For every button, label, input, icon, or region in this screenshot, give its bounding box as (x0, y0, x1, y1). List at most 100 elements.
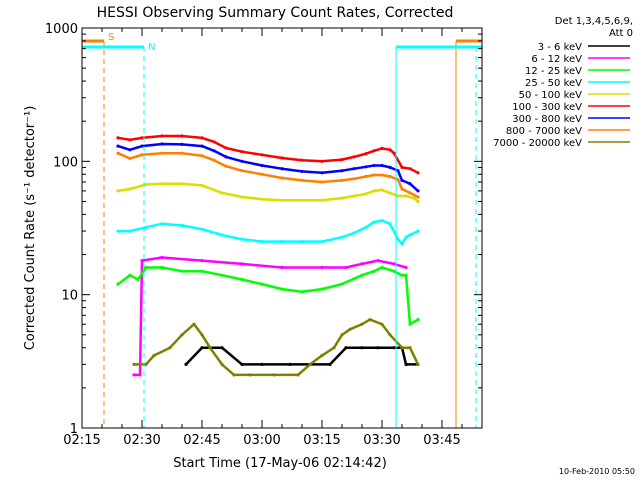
data-point (400, 242, 404, 246)
data-point (392, 269, 396, 273)
data-point (128, 138, 132, 142)
data-point (260, 362, 264, 366)
data-point (400, 187, 404, 191)
data-point (260, 240, 264, 244)
data-point (224, 155, 228, 159)
data-point (220, 346, 224, 350)
data-point (404, 194, 408, 198)
data-point (352, 231, 356, 235)
data-point (208, 346, 212, 350)
data-point (180, 333, 184, 337)
series-layer (116, 134, 420, 377)
data-point (144, 225, 148, 229)
data-point (360, 346, 364, 350)
data-point (200, 136, 204, 140)
data-point (404, 362, 408, 366)
data-point (300, 240, 304, 244)
data-point (372, 149, 376, 153)
data-point (116, 144, 120, 148)
data-point (200, 333, 204, 337)
data-point (116, 136, 120, 140)
data-point (340, 282, 344, 286)
data-point (360, 262, 364, 266)
data-point (388, 191, 392, 195)
data-point (180, 151, 184, 155)
data-point (380, 188, 384, 192)
data-point (364, 225, 368, 229)
legend-label: 6 - 12 keV (531, 54, 582, 65)
data-point (340, 169, 344, 173)
data-point (140, 136, 144, 140)
data-point (400, 346, 404, 350)
data-point (388, 333, 392, 337)
data-point (340, 158, 344, 162)
data-point (416, 195, 420, 199)
legend-header-line-2: Att 0 (609, 28, 633, 39)
data-point (160, 142, 164, 146)
x-tick-label: 02:45 (183, 433, 220, 448)
data-point (240, 277, 244, 282)
data-point (140, 144, 144, 148)
data-point (180, 142, 184, 146)
data-point (260, 153, 264, 157)
data-point (364, 152, 368, 156)
data-point (180, 134, 184, 138)
legend-label: 50 - 100 keV (519, 90, 583, 101)
data-point (200, 183, 204, 187)
flag-label: S (108, 32, 114, 43)
data-point (372, 220, 376, 224)
x-tick-label: 03:15 (303, 433, 340, 448)
data-point (184, 362, 188, 366)
data-point (300, 169, 304, 173)
data-point (388, 165, 392, 169)
data-point (320, 353, 324, 358)
data-point (260, 282, 264, 286)
data-point (352, 167, 356, 171)
data-point (280, 265, 284, 270)
data-point (396, 237, 400, 241)
x-tick-label: 03:00 (243, 433, 280, 448)
data-point (116, 282, 120, 286)
data-point (220, 191, 224, 195)
data-point (404, 265, 408, 270)
data-point (116, 151, 120, 155)
data-point (352, 155, 356, 159)
data-point (224, 146, 228, 150)
data-point (340, 178, 344, 182)
data-point (224, 164, 228, 168)
data-point (368, 318, 372, 322)
data-point (280, 156, 284, 160)
data-point (392, 346, 396, 350)
data-point (320, 198, 324, 202)
data-point (116, 189, 120, 193)
data-point (128, 187, 132, 191)
data-point (160, 134, 164, 138)
data-point (168, 346, 172, 350)
data-point (160, 255, 164, 260)
data-point (308, 362, 312, 366)
legend-label: 25 - 50 keV (525, 78, 582, 89)
data-point (128, 229, 132, 233)
data-point (416, 199, 420, 204)
data-point (372, 173, 376, 177)
data-point (128, 273, 132, 277)
data-point (376, 346, 380, 350)
data-point (160, 265, 164, 270)
data-point (372, 163, 376, 168)
x-tick-label: 03:30 (363, 433, 400, 448)
data-point (380, 173, 384, 177)
data-point (140, 153, 144, 157)
data-point (300, 198, 304, 202)
data-point (220, 233, 224, 237)
data-point (380, 265, 384, 270)
data-point (352, 194, 356, 198)
data-point (160, 151, 164, 155)
data-point (240, 362, 244, 366)
data-point (132, 373, 136, 377)
data-point (392, 151, 396, 155)
data-point (212, 158, 216, 162)
data-point (416, 229, 420, 233)
data-point (260, 197, 264, 201)
